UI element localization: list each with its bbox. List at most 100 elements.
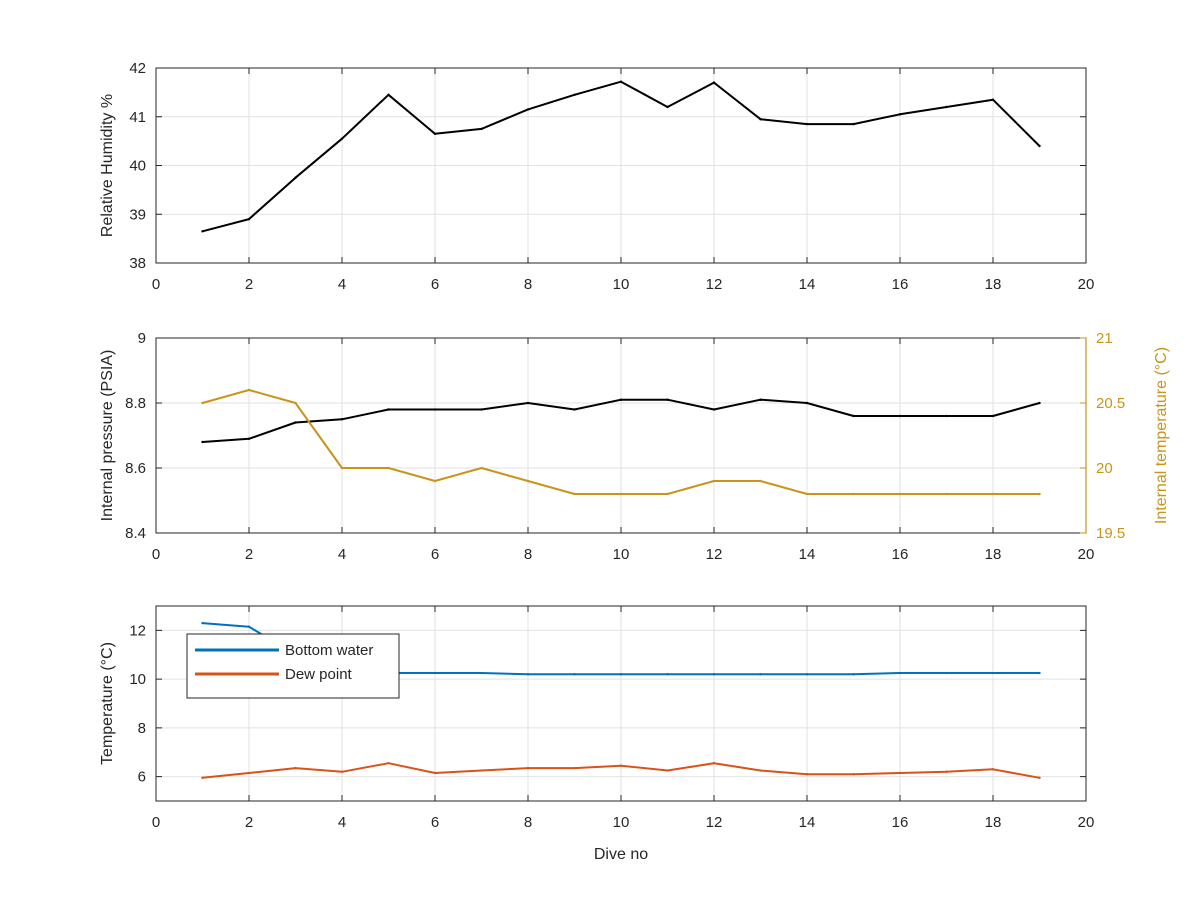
series-2-point: [340, 466, 344, 470]
y-axis-label: Relative Humidity %: [99, 94, 116, 237]
x-tick-label: 20: [1078, 546, 1095, 563]
dew-point-point: [526, 766, 530, 770]
series-2-point: [852, 492, 855, 496]
series-1-point: [294, 176, 297, 179]
x-tick-label: 2: [245, 276, 253, 293]
series-2-point: [294, 401, 297, 405]
x-tick-label: 10: [613, 814, 630, 831]
bottom-water-point: [247, 625, 251, 628]
bottom-water-point: [1038, 671, 1041, 675]
series-1-point: [1038, 401, 1041, 405]
series-1-point: [201, 440, 204, 444]
x-tick-label: 16: [892, 276, 909, 293]
y-tick-label: 42: [129, 60, 146, 77]
series-1-point: [526, 401, 530, 405]
y-tick-label: 8.8: [125, 395, 146, 412]
y2-tick-label: 20: [1096, 460, 1113, 477]
x-tick-label: 12: [706, 276, 723, 293]
series-1-point: [480, 127, 483, 131]
x-tick-label: 18: [985, 546, 1002, 563]
series-1-point: [805, 401, 809, 405]
series-1-point: [247, 437, 251, 440]
series-1-point: [340, 137, 344, 140]
series-1-point: [991, 98, 995, 101]
x-tick-label: 2: [245, 546, 253, 563]
legend-box: [186, 633, 400, 699]
series-1-point: [945, 414, 948, 418]
bottom-water-point: [666, 673, 669, 676]
series-1-point: [526, 108, 530, 111]
series-1-point: [573, 408, 576, 411]
dew-point-point: [991, 768, 995, 771]
x-tick-label: 16: [892, 546, 909, 563]
x-axis-label: Dive no: [594, 846, 648, 863]
series-1-point: [340, 418, 344, 421]
series-1-point: [759, 117, 762, 121]
y-tick-label: 8.4: [125, 525, 146, 542]
series-1-point: [433, 132, 437, 136]
x-tick-label: 4: [338, 546, 346, 563]
series-1-point: [573, 93, 576, 97]
bottom-water-point: [945, 671, 948, 675]
bottom-water-point: [759, 673, 762, 676]
x-tick-label: 6: [431, 814, 439, 831]
series-1-point: [619, 80, 623, 83]
y2-axis-label: Internal temperature (°C): [1153, 347, 1170, 524]
bottom-water-point: [201, 621, 204, 625]
x-tick-label: 14: [799, 814, 816, 831]
y-tick-label: 10: [129, 671, 146, 688]
series-1-point: [1038, 144, 1041, 148]
series-2-point: [712, 479, 716, 483]
y-tick-label: 39: [129, 206, 146, 223]
series-1-point: [852, 122, 855, 126]
series-2-point: [945, 492, 948, 496]
x-tick-label: 4: [338, 814, 346, 831]
series-2-point: [991, 492, 995, 496]
series-1-point: [619, 398, 623, 401]
x-tick-label: 16: [892, 814, 909, 831]
y-tick-label: 8.6: [125, 460, 146, 477]
y-tick-label: 9: [138, 330, 146, 347]
chart-panel-1: 0 2 4 6 8 10 12 14 16 18 20 38 39 40 41 42 Relative Humi…: [99, 60, 1094, 293]
series-1-point: [898, 113, 902, 116]
series-2-point: [433, 479, 437, 483]
x-tick-label: 2: [245, 814, 253, 831]
dew-point-point: [247, 771, 251, 775]
series-1-point: [294, 421, 297, 424]
dew-point-point: [573, 766, 576, 770]
x-tick-label: 12: [706, 546, 723, 563]
x-tick-label: 8: [524, 276, 532, 293]
y-tick-label: 12: [129, 622, 146, 639]
x-tick-label: 0: [152, 814, 160, 831]
dew-point-point: [387, 762, 390, 765]
y2-tick-label: 21: [1096, 330, 1113, 347]
legend-label: Dew point: [285, 666, 353, 683]
x-tick-label: 0: [152, 276, 160, 293]
y-tick-label: 38: [129, 255, 146, 272]
dew-point-point: [666, 769, 669, 772]
x-tick-label: 18: [985, 276, 1002, 293]
series-2-point: [201, 401, 204, 405]
y-tick-label: 40: [129, 158, 146, 175]
series-2-point: [480, 466, 483, 470]
dew-point-point: [480, 769, 483, 772]
series-1-point: [712, 81, 716, 84]
series-2-point: [387, 466, 390, 470]
bottom-water-point: [991, 671, 995, 675]
x-tick-label: 14: [799, 276, 816, 293]
bottom-water-point: [619, 673, 623, 676]
dew-point-point: [294, 766, 297, 770]
chart-panel-2: 0 2 4 6 8 10 12 14 16 18 208.48.68.8919.52020.521I…: [99, 330, 1170, 563]
dew-point-point: [201, 776, 204, 780]
chart-panel-3: 0 2 4 6 8 10 12 14 16 18 20 6 8 10 12 Temperature (°C) D…: [99, 605, 1095, 863]
x-tick-label: 20: [1078, 814, 1095, 831]
x-tick-label: 20: [1078, 276, 1095, 293]
bottom-water-point: [433, 671, 437, 675]
x-tick-label: 18: [985, 814, 1002, 831]
bottom-water-point: [712, 673, 716, 676]
bottom-water-point: [526, 673, 530, 676]
dew-point-point: [759, 769, 762, 772]
series-1-point: [712, 408, 716, 411]
series-1-point: [898, 414, 902, 418]
